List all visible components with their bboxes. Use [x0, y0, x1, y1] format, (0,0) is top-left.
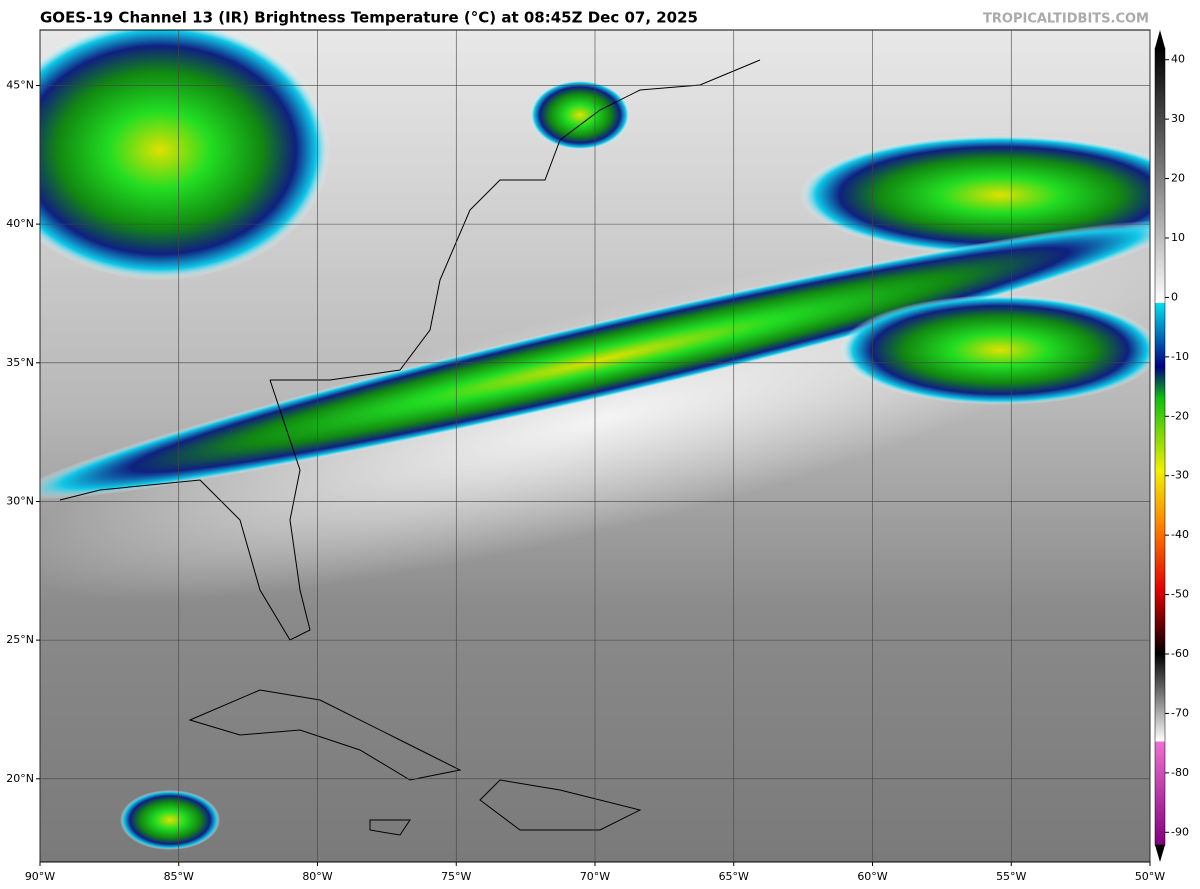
x-tick-label: 75°W — [441, 870, 471, 883]
x-tick-label: 70°W — [580, 870, 610, 883]
x-tick-label: 80°W — [302, 870, 332, 883]
credit: TROPICALTIDBITS.COM — [983, 12, 1149, 27]
satellite-image — [40, 30, 1150, 862]
x-tick-label: 90°W — [25, 870, 55, 883]
colorbar-label: -80 — [1171, 766, 1189, 779]
y-tick-label: 30°N — [6, 494, 34, 507]
map-title: GOES-19 Channel 13 (IR) Brightness Tempe… — [40, 9, 698, 27]
colorbar-label: -60 — [1171, 647, 1189, 660]
y-tick-label: 40°N — [6, 217, 34, 230]
colorbar-label: 20 — [1171, 172, 1185, 185]
colorbar-label: 40 — [1171, 53, 1185, 66]
y-tick-label: 35°N — [6, 356, 34, 369]
colorbar-label: -30 — [1171, 469, 1189, 482]
y-tick-label: 20°N — [6, 772, 34, 785]
colorbar-label: -70 — [1171, 706, 1189, 719]
colorbar-label: -40 — [1171, 528, 1189, 541]
colorbar-label: -20 — [1171, 409, 1189, 422]
y-tick-label: 25°N — [6, 633, 34, 646]
colorbar — [1154, 47, 1166, 846]
x-tick-label: 55°W — [996, 870, 1026, 883]
x-tick-label: 85°W — [164, 870, 194, 883]
colorbar-label: -90 — [1171, 825, 1189, 838]
x-tick-label: 65°W — [719, 870, 749, 883]
x-tick-label: 60°W — [857, 870, 887, 883]
colorbar-label: -50 — [1171, 588, 1189, 601]
y-tick-label: 45°N — [6, 78, 34, 91]
colorbar-label: 0 — [1171, 290, 1178, 303]
colorbar-label: 10 — [1171, 231, 1185, 244]
colorbar-label: -10 — [1171, 350, 1189, 363]
colorbar-label: 30 — [1171, 112, 1185, 125]
x-tick-label: 50°W — [1135, 870, 1165, 883]
